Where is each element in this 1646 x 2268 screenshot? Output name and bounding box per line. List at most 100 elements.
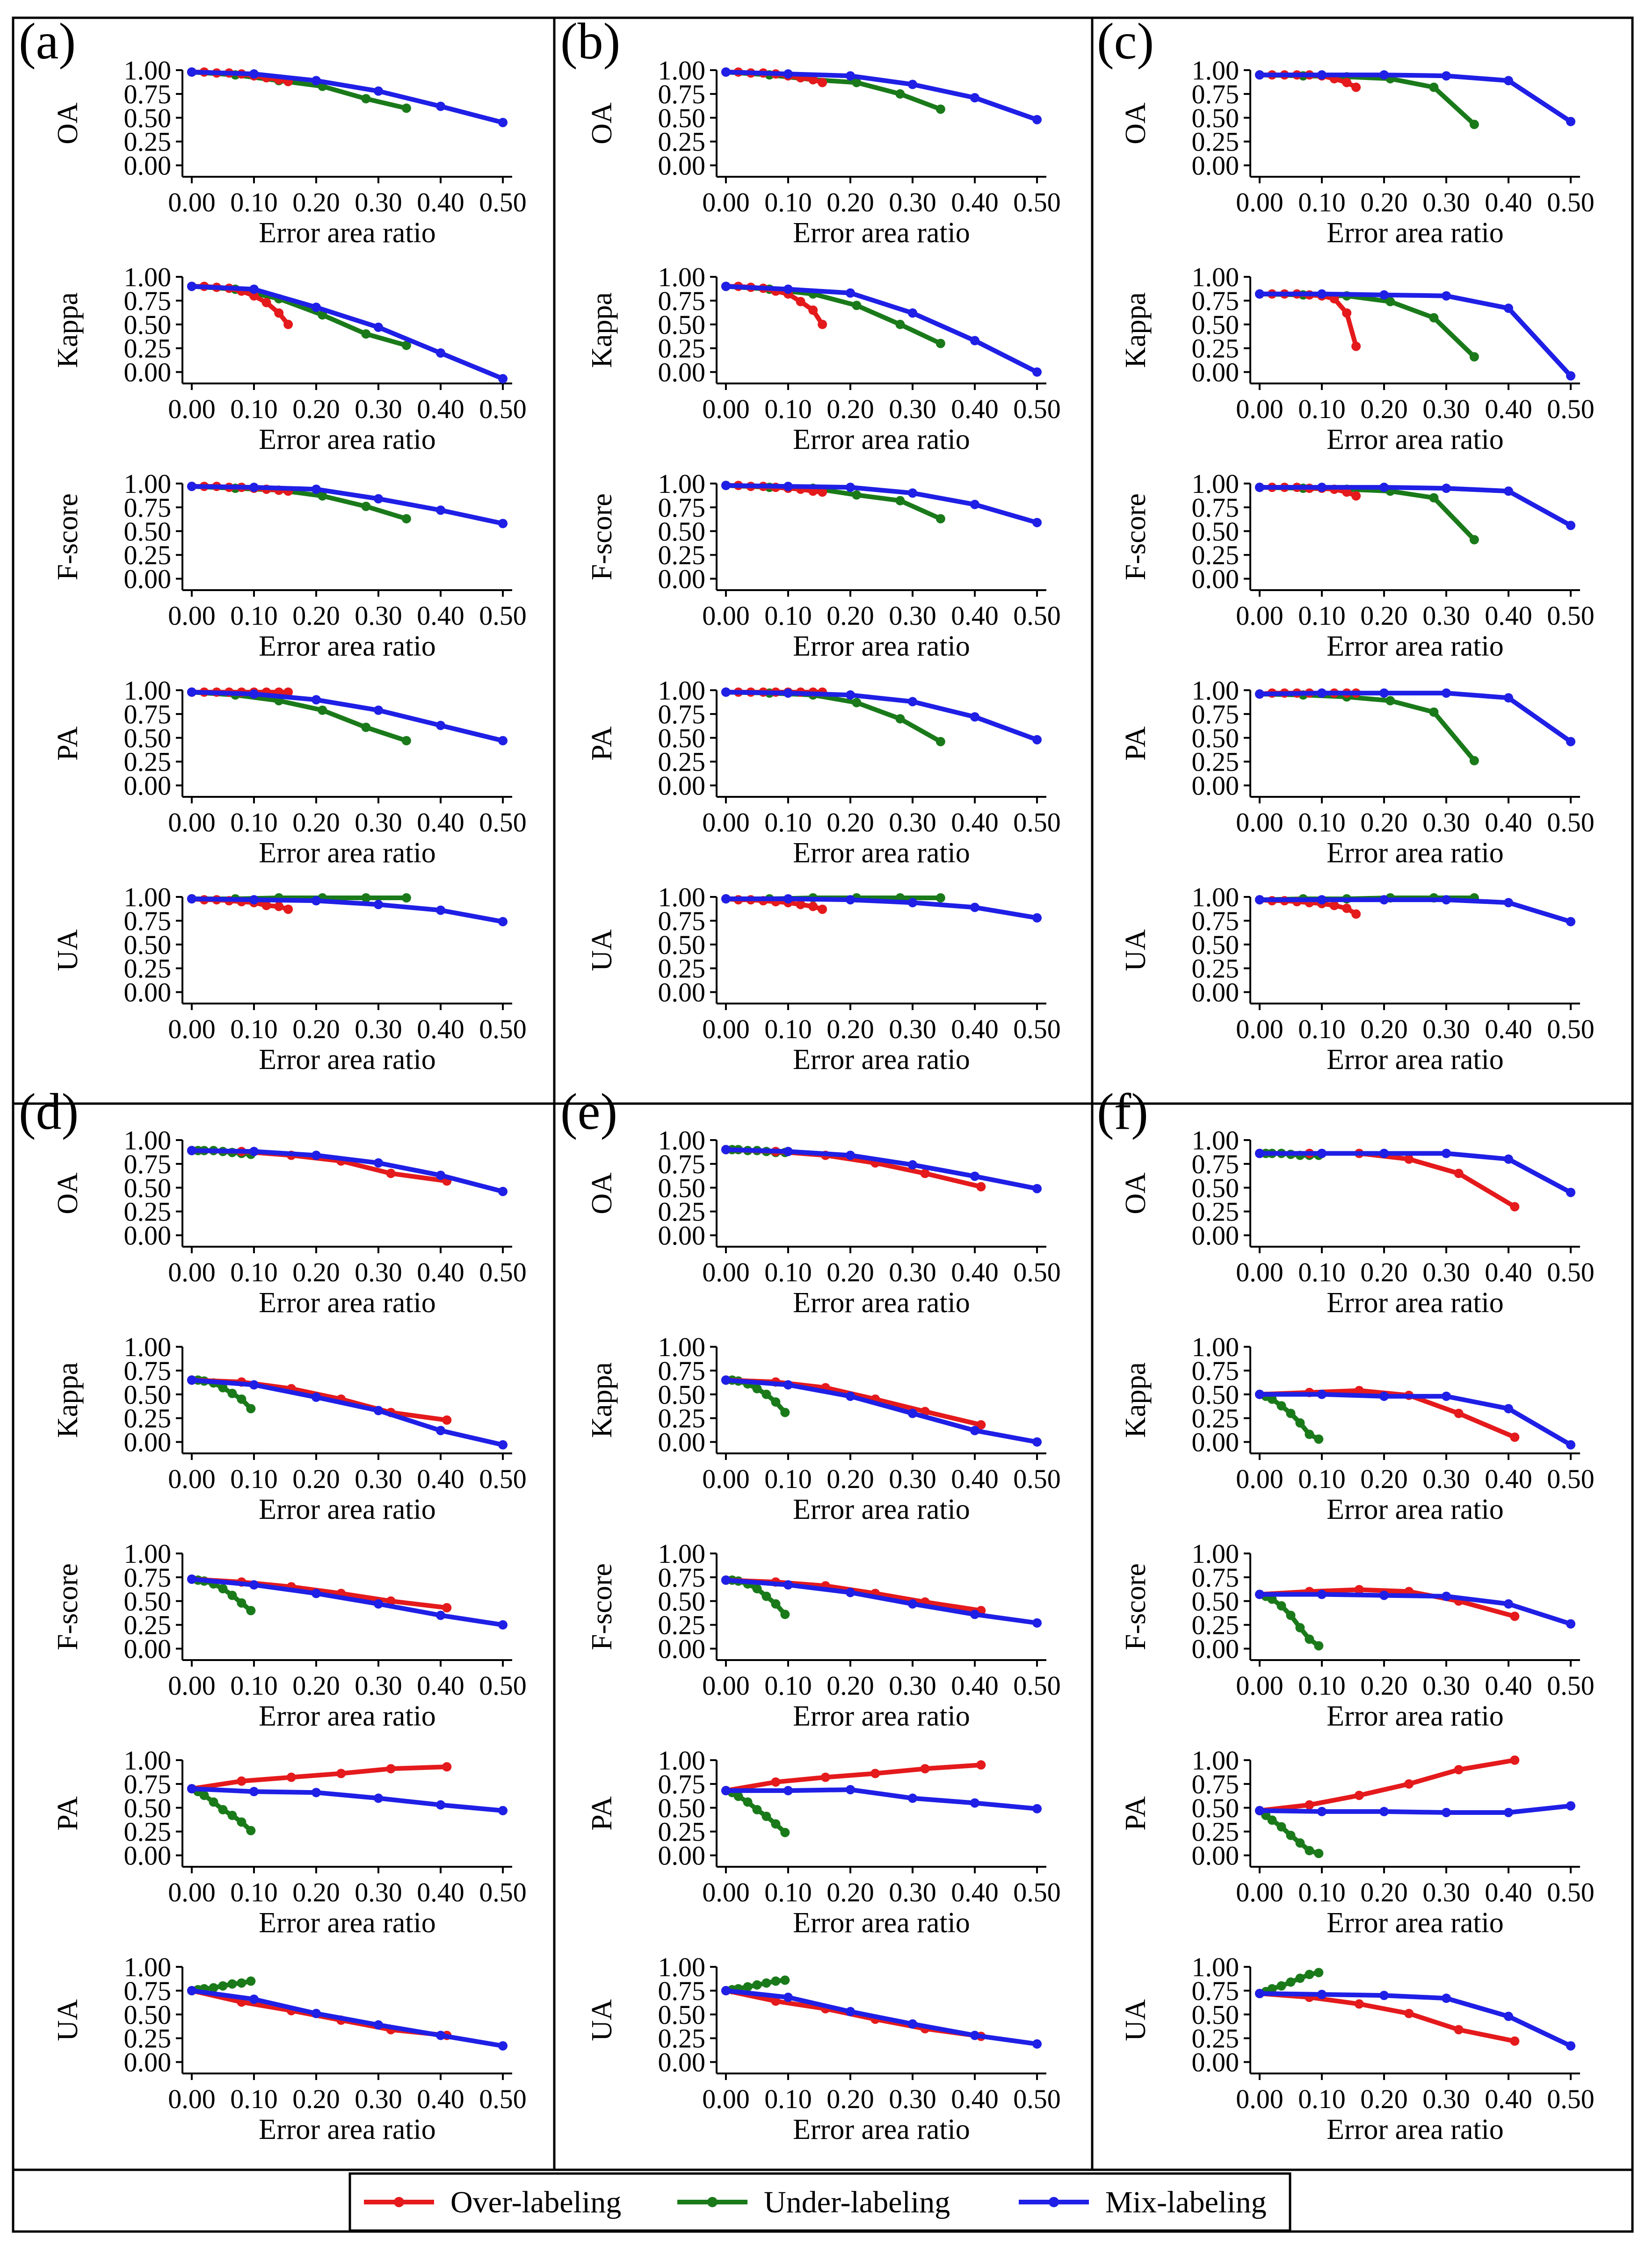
x-tick-label: 0.10 bbox=[764, 187, 812, 217]
under-labeling-point bbox=[246, 1826, 256, 1835]
mix-labeling-line bbox=[191, 284, 504, 381]
under-labeling-point bbox=[237, 1978, 247, 1988]
x-axis-label: Error area ratio bbox=[259, 1700, 436, 1732]
over-labeling-point bbox=[274, 902, 284, 911]
mix-labeling-point bbox=[436, 721, 446, 730]
mix-labeling-point bbox=[436, 1611, 446, 1620]
y-tick-label: 0.75 bbox=[658, 1562, 706, 1593]
mix-labeling-point bbox=[1379, 1590, 1389, 1600]
mix-labeling-point bbox=[970, 903, 980, 912]
over-labeling-point bbox=[820, 1772, 830, 1782]
y-tick-label: 1.00 bbox=[1192, 1745, 1240, 1776]
x-tick-label: 0.10 bbox=[1298, 1670, 1346, 1701]
x-tick-label: 0.50 bbox=[479, 394, 527, 424]
y-tick-label: 0.50 bbox=[1192, 103, 1240, 133]
x-tick-label: 0.30 bbox=[889, 187, 936, 217]
under-labeling-point bbox=[1286, 1977, 1296, 1987]
mix-labeling-point bbox=[187, 687, 196, 697]
y-tick-label: 0.00 bbox=[124, 357, 172, 388]
x-tick-label: 0.20 bbox=[292, 394, 340, 424]
under-labeling-point bbox=[752, 1980, 762, 1990]
legend-label: Mix-labeling bbox=[1105, 2185, 1267, 2219]
y-axis-label: F-score bbox=[52, 493, 84, 580]
under-labeling-point bbox=[361, 329, 371, 339]
over-labeling-point bbox=[274, 308, 284, 318]
under-labeling-point bbox=[401, 103, 411, 113]
mix-labeling-line bbox=[725, 690, 1038, 742]
x-tick-label: 0.40 bbox=[417, 1877, 464, 1907]
mix-labeling-point bbox=[1317, 1148, 1327, 1158]
mix-labeling-point bbox=[1032, 1804, 1042, 1813]
y-tick-label: 0.25 bbox=[658, 333, 706, 364]
y-tick-label: 1.00 bbox=[124, 1332, 172, 1362]
x-tick-label: 0.30 bbox=[355, 394, 402, 424]
under-labeling-point bbox=[743, 1797, 753, 1807]
mix-labeling-point bbox=[436, 1426, 446, 1436]
y-tick-label: 1.00 bbox=[1192, 675, 1240, 706]
mix-labeling-point bbox=[1442, 291, 1451, 301]
mix-labeling-line bbox=[725, 284, 1038, 375]
under-labeling-point bbox=[752, 1805, 762, 1814]
y-tick-label: 1.00 bbox=[1192, 1538, 1240, 1569]
under-labeling-point bbox=[761, 1978, 771, 1988]
mix-labeling-line bbox=[1260, 1151, 1572, 1195]
over-labeling-point bbox=[1342, 487, 1352, 497]
mix-labeling-point bbox=[1317, 289, 1327, 299]
y-tick-label: 1.00 bbox=[124, 675, 172, 706]
under-labeling-point bbox=[401, 514, 411, 524]
subplot-pa: 0.000.250.500.751.000.00 0.10 0.20 0.30 0.40… bbox=[586, 1745, 1061, 1939]
y-tick-label: 1.00 bbox=[1192, 1332, 1240, 1362]
y-axis-label: OA bbox=[1120, 102, 1152, 144]
mix-labeling-point bbox=[1379, 1148, 1389, 1158]
under-labeling-point bbox=[1305, 1970, 1314, 1979]
mix-labeling-point bbox=[187, 282, 196, 291]
under-labeling-point bbox=[361, 501, 371, 511]
y-tick-label: 1.00 bbox=[1192, 1125, 1240, 1156]
under-labeling-point bbox=[1429, 313, 1439, 323]
y-tick-label: 0.75 bbox=[658, 286, 706, 316]
y-tick-label: 0.00 bbox=[658, 1427, 706, 1458]
over-labeling-point bbox=[1342, 903, 1352, 913]
x-tick-label: 0.40 bbox=[1485, 600, 1532, 631]
mix-labeling-point bbox=[1317, 688, 1327, 698]
x-tick-label: 0.10 bbox=[230, 1257, 278, 1287]
x-tick-label: 0.50 bbox=[479, 187, 527, 217]
x-tick-label: 0.50 bbox=[1547, 807, 1595, 838]
x-tick-label: 0.30 bbox=[889, 1670, 936, 1701]
mix-labeling-point bbox=[845, 1588, 855, 1597]
x-tick-label: 0.00 bbox=[168, 600, 216, 631]
over-labeling-point bbox=[1454, 1408, 1464, 1418]
x-tick-label: 0.30 bbox=[889, 600, 936, 631]
y-tick-label: 0.75 bbox=[658, 1149, 706, 1179]
mix-labeling-point bbox=[311, 1788, 321, 1798]
x-tick-label: 0.30 bbox=[889, 394, 936, 424]
mix-labeling-point bbox=[1566, 737, 1576, 746]
mix-labeling-point bbox=[498, 2041, 508, 2051]
x-axis-label: Error area ratio bbox=[793, 424, 970, 455]
y-tick-label: 0.00 bbox=[1192, 2047, 1240, 2078]
mix-labeling-point bbox=[908, 1408, 918, 1418]
y-tick-label: 0.00 bbox=[658, 1221, 706, 1251]
x-tick-label: 0.20 bbox=[827, 1014, 874, 1044]
y-tick-label: 0.50 bbox=[658, 723, 706, 753]
x-tick-label: 0.00 bbox=[1236, 1257, 1283, 1287]
y-axis-label: PA bbox=[586, 726, 618, 761]
mix-labeling-point bbox=[845, 1391, 855, 1401]
y-tick-label: 0.75 bbox=[1192, 1976, 1240, 2006]
y-tick-label: 0.00 bbox=[1192, 1841, 1240, 1871]
mix-labeling-point bbox=[783, 1380, 793, 1390]
mix-labeling-point bbox=[311, 484, 321, 494]
over-labeling-line bbox=[725, 1762, 981, 1793]
mix-labeling-point bbox=[1254, 1389, 1264, 1399]
over-labeling-point bbox=[796, 296, 805, 306]
mix-labeling-point bbox=[721, 67, 731, 77]
mix-labeling-point bbox=[187, 482, 196, 491]
mix-labeling-point bbox=[721, 894, 731, 904]
mix-labeling-point bbox=[187, 67, 196, 77]
mix-labeling-point bbox=[845, 1785, 855, 1795]
x-axis-label: Error area ratio bbox=[1327, 1700, 1504, 1732]
under-labeling-point bbox=[1295, 1838, 1305, 1848]
x-tick-label: 0.40 bbox=[417, 1014, 464, 1044]
mix-labeling-point bbox=[1032, 913, 1042, 923]
x-tick-label: 0.20 bbox=[827, 1670, 874, 1701]
